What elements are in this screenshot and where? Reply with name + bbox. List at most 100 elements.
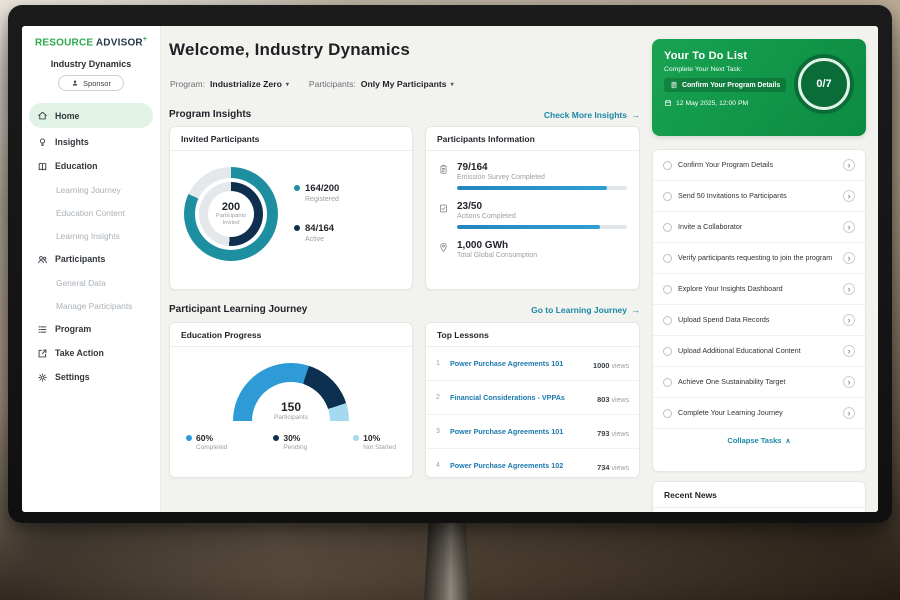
invited-participants-card: Invited Participants 200 Participants In… xyxy=(169,126,413,290)
gauge-legend-dot xyxy=(273,435,280,441)
external-action-icon xyxy=(38,349,47,358)
task-checkbox[interactable] xyxy=(663,346,672,356)
task-row[interactable]: Send 50 Invitations to Participants › xyxy=(653,181,865,212)
sidebar-item-general-data[interactable]: General Data xyxy=(22,271,160,294)
lesson-rank: 4 xyxy=(436,462,440,469)
legend-item: 84/164 Active xyxy=(294,223,339,243)
gauge-legend: 60% Completed 30% Pending xyxy=(186,433,396,451)
sidebar-item-participants[interactable]: Participants xyxy=(22,247,160,271)
todo-subtitle: Complete Your Next Task: xyxy=(664,66,743,73)
progress-bar xyxy=(457,186,627,190)
task-checkbox[interactable] xyxy=(663,253,672,263)
learning-journey-header: Participant Learning Journey Go to Learn… xyxy=(169,304,640,315)
lesson-row[interactable]: 1 Power Purchase Agreements 101 1000 view… xyxy=(426,347,639,381)
program-select[interactable]: Industrialize Zero ▾ xyxy=(210,79,289,89)
task-row[interactable]: Upload Spend Data Records › xyxy=(653,305,865,336)
task-checkbox[interactable] xyxy=(663,160,672,170)
lesson-row[interactable]: 4 Power Purchase Agreements 102 734 views xyxy=(426,449,639,477)
task-row[interactable]: Upload Additional Educational Content › xyxy=(653,336,865,367)
chevron-right-icon[interactable]: › xyxy=(843,159,855,171)
lesson-link[interactable]: Power Purchase Agreements 101 xyxy=(450,427,564,436)
education-gauge-chart: 150 Participants xyxy=(233,363,349,421)
chevron-right-icon[interactable]: › xyxy=(843,345,855,357)
todo-due-date: 12 May 2025, 12:00 PM xyxy=(664,99,854,107)
chevron-right-icon[interactable]: › xyxy=(843,314,855,326)
chevron-right-icon[interactable]: › xyxy=(843,190,855,202)
person-icon xyxy=(72,80,78,86)
nav-label: Education xyxy=(55,161,98,172)
chevron-right-icon[interactable]: › xyxy=(843,283,855,295)
task-checkbox[interactable] xyxy=(663,191,672,201)
logo-resource: RESOURCE xyxy=(35,37,94,49)
card-title: Invited Participants xyxy=(170,127,412,151)
task-row[interactable]: Invite a Collaborator › xyxy=(653,212,865,243)
chevron-right-icon[interactable]: › xyxy=(843,376,855,388)
collapse-tasks-link[interactable]: Collapse Tasks ∧ xyxy=(727,436,791,445)
task-checkbox[interactable] xyxy=(663,222,672,232)
nav-label: Insights xyxy=(55,137,89,148)
stat-row: 1,000 GWh Total Global Consumption xyxy=(438,240,627,259)
lesson-link[interactable]: Power Purchase Agreements 102 xyxy=(450,461,564,470)
participants-select[interactable]: Only My Participants ▾ xyxy=(361,79,454,89)
sponsor-badge: Sponsor xyxy=(58,75,124,92)
program-insights-header: Program Insights Check More Insights → xyxy=(169,109,640,120)
section-title: Participant Learning Journey xyxy=(169,304,308,315)
invited-donut-chart: 200 Participants Invited xyxy=(184,167,278,261)
lesson-row[interactable]: 3 Power Purchase Agreements 101 793 views xyxy=(426,415,639,449)
todo-title: Your To Do List xyxy=(664,50,748,62)
go-to-learning-journey-link[interactable]: Go to Learning Journey → xyxy=(531,304,640,315)
check-more-insights-link[interactable]: Check More Insights → xyxy=(543,109,640,120)
lesson-list: 1 Power Purchase Agreements 101 1000 view… xyxy=(426,347,639,477)
lesson-views: 1000 views xyxy=(593,360,629,370)
task-checkbox[interactable] xyxy=(663,284,672,294)
task-row[interactable]: Confirm Your Program Details › xyxy=(653,150,865,181)
education-progress-card: Education Progress 150 Participants xyxy=(169,322,413,478)
sponsor-label: Sponsor xyxy=(83,78,111,88)
document-icon xyxy=(671,81,677,89)
monitor-frame: RESOURCE ADVISOR+ Industry Dynamics Spon… xyxy=(8,5,892,523)
sidebar-item-learning-insights[interactable]: Learning Insights xyxy=(22,224,160,247)
chevron-right-icon[interactable]: › xyxy=(843,407,855,419)
sidebar-item-education-content[interactable]: Education Content xyxy=(22,201,160,224)
filter-bar: Program: Industrialize Zero ▾ Participan… xyxy=(170,79,454,89)
lesson-views: 793 views xyxy=(597,428,629,438)
nav-label: Settings xyxy=(55,372,90,383)
legend-item: 164/200 Registered xyxy=(294,183,339,203)
nav-label: Program xyxy=(55,324,92,335)
task-row[interactable]: Achieve One Sustainability Target › xyxy=(653,367,865,398)
recent-news-card: Recent News xyxy=(652,481,866,512)
sidebar-item-take-action[interactable]: Take Action xyxy=(22,341,160,365)
task-row[interactable]: Explore Your Insights Dashboard › xyxy=(653,274,865,305)
lesson-link[interactable]: Power Purchase Agreements 101 xyxy=(450,359,564,368)
sidebar-item-learning-journey[interactable]: Learning Journey xyxy=(22,178,160,201)
chevron-right-icon[interactable]: › xyxy=(843,221,855,233)
sidebar-item-home[interactable]: Home xyxy=(29,103,153,129)
task-checkbox[interactable] xyxy=(663,408,672,418)
next-task-chip[interactable]: Confirm Your Program Details xyxy=(664,78,787,92)
nav-label: Manage Participants xyxy=(56,300,133,311)
checklist-icon xyxy=(440,204,447,213)
lesson-row[interactable]: 2 Financial Considerations - VPPAs 803 vi… xyxy=(426,381,639,415)
task-row[interactable]: Complete Your Learning Journey › xyxy=(653,398,865,429)
page-title: Welcome, Industry Dynamics xyxy=(169,40,411,59)
location-pin-icon xyxy=(440,242,447,253)
chevron-down-icon: ▾ xyxy=(450,81,454,88)
invited-legend: 164/200 Registered 84/164 Active xyxy=(294,183,339,243)
info-progress-fill xyxy=(457,186,607,190)
sidebar-item-education[interactable]: Education xyxy=(22,154,160,178)
task-checkbox[interactable] xyxy=(663,377,672,387)
lesson-link[interactable]: Financial Considerations - VPPAs xyxy=(450,393,565,402)
task-checkbox[interactable] xyxy=(663,315,672,325)
lightbulb-icon xyxy=(39,138,46,146)
nav-label: Participants xyxy=(55,254,106,265)
sidebar-item-insights[interactable]: Insights xyxy=(22,130,160,154)
sidebar-item-program[interactable]: Program xyxy=(22,317,160,341)
sidebar-item-manage-participants[interactable]: Manage Participants xyxy=(22,294,160,317)
participants-filter-label: Participants: xyxy=(308,79,356,89)
chevron-down-icon: ▾ xyxy=(285,81,289,88)
sidebar-item-settings[interactable]: Settings xyxy=(22,365,160,389)
chevron-right-icon[interactable]: › xyxy=(843,252,855,264)
task-row[interactable]: Verify participants requesting to join t… xyxy=(653,243,865,274)
invited-legend-dot xyxy=(294,185,300,191)
participants-information-card: Participants Information 79/164 Emission… xyxy=(425,126,640,290)
